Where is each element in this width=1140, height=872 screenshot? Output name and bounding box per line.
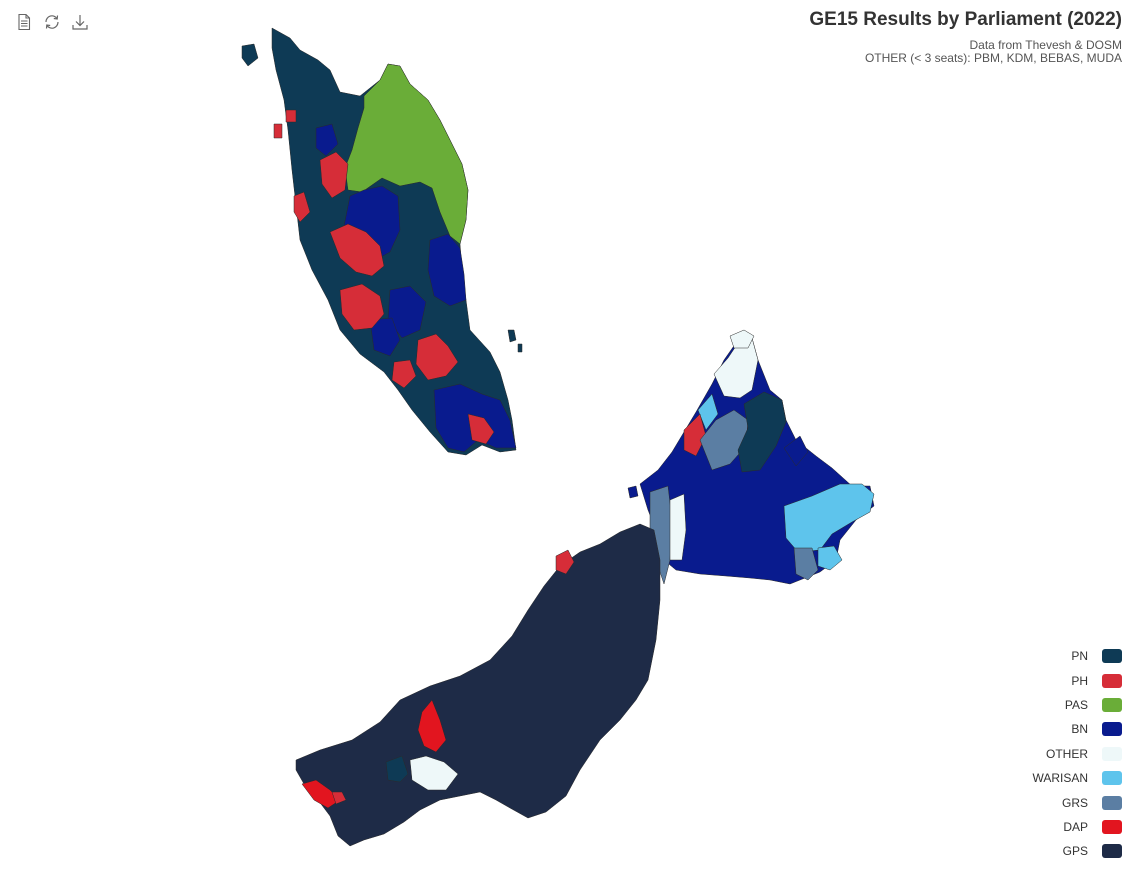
- region-warisan-north[interactable]: [697, 393, 719, 431]
- legend-swatch: [1102, 746, 1122, 761]
- legend-swatch: [1102, 819, 1122, 834]
- region-ph-negeri[interactable]: [415, 333, 459, 381]
- chart-subtitle: Data from Thevesh & DOSM OTHER (< 3 seat…: [865, 39, 1122, 65]
- legend-item-gps[interactable]: GPS: [982, 839, 1122, 863]
- legend-swatch: [1102, 697, 1122, 712]
- region-ph-melaka[interactable]: [391, 359, 417, 389]
- island-east-coast: [507, 329, 517, 343]
- region-ph-penang[interactable]: [293, 191, 311, 223]
- region-bn-north[interactable]: [315, 123, 339, 157]
- legend-swatch: [1102, 673, 1122, 688]
- region-other-kudat[interactable]: [713, 337, 759, 399]
- legend-item-warisan[interactable]: WARISAN: [982, 766, 1122, 790]
- legend-item-ph[interactable]: PH: [982, 668, 1122, 692]
- region-other-lanang[interactable]: [409, 755, 459, 791]
- region-ph-kedah-north[interactable]: [285, 109, 297, 123]
- toolbox: [14, 12, 90, 32]
- region-ph-langkawi[interactable]: [273, 123, 283, 139]
- island-labuan: [627, 485, 639, 499]
- legend-item-bn[interactable]: BN: [982, 717, 1122, 741]
- region-other-interior[interactable]: [669, 493, 687, 561]
- legend-swatch: [1102, 722, 1122, 737]
- chart-title: GE15 Results by Parliament (2022): [809, 9, 1122, 30]
- region-ph-miri[interactable]: [555, 549, 575, 575]
- region-warisan-semporna[interactable]: [817, 545, 843, 571]
- legend-label: GPS: [1062, 844, 1088, 859]
- region-bn-sabah-east[interactable]: [783, 435, 809, 467]
- legend-label: GRS: [1061, 795, 1088, 810]
- legend-swatch: [1102, 771, 1122, 786]
- sarawak-landmass: [295, 523, 661, 847]
- legend-label: PH: [1071, 673, 1088, 688]
- subtitle-source: Data from Thevesh & DOSM: [969, 38, 1123, 52]
- legend: PN PH PAS BN OTHER WARISAN GRS DAP GPS: [982, 644, 1122, 864]
- legend-item-pas[interactable]: PAS: [982, 693, 1122, 717]
- legend-label: OTHER: [1046, 746, 1088, 761]
- legend-item-pn[interactable]: PN: [982, 644, 1122, 668]
- region-ph-sarawak-west[interactable]: [331, 791, 347, 805]
- region-ph-kota-kinabalu[interactable]: [683, 413, 707, 457]
- region-dap-sibu[interactable]: [417, 699, 447, 753]
- legend-item-dap[interactable]: DAP: [982, 815, 1122, 839]
- data-view-icon[interactable]: [14, 12, 34, 32]
- save-image-icon[interactable]: [70, 12, 90, 32]
- island-perlis-west: [241, 43, 259, 67]
- legend-swatch: [1102, 649, 1122, 664]
- region-ph-kedah[interactable]: [319, 151, 349, 199]
- region-grs-tawau[interactable]: [793, 547, 819, 581]
- legend-label: DAP: [1063, 819, 1088, 834]
- region-pn-sandakan[interactable]: [737, 391, 787, 473]
- region-pn-sarawak[interactable]: [385, 755, 409, 783]
- region-ph-perak[interactable]: [329, 223, 385, 277]
- island-east-coast-small: [517, 343, 523, 353]
- subtitle-note: OTHER (< 3 seats): PBM, KDM, BEBAS, MUDA: [864, 51, 1122, 65]
- legend-label: PAS: [1064, 697, 1088, 712]
- region-bn-pahang-coast[interactable]: [427, 233, 467, 307]
- legend-label: WARISAN: [1032, 771, 1088, 786]
- legend-swatch: [1102, 795, 1122, 810]
- restore-icon[interactable]: [42, 12, 62, 32]
- region-ph-selangor[interactable]: [339, 283, 385, 331]
- island-banggi: [729, 329, 755, 349]
- legend-label: BN: [1071, 722, 1088, 737]
- region-ph-johor-south[interactable]: [467, 413, 495, 445]
- legend-swatch: [1102, 844, 1122, 859]
- legend-item-grs[interactable]: GRS: [982, 790, 1122, 814]
- region-bn-negeri[interactable]: [369, 317, 401, 357]
- legend-label: PN: [1071, 649, 1088, 664]
- legend-item-other[interactable]: OTHER: [982, 742, 1122, 766]
